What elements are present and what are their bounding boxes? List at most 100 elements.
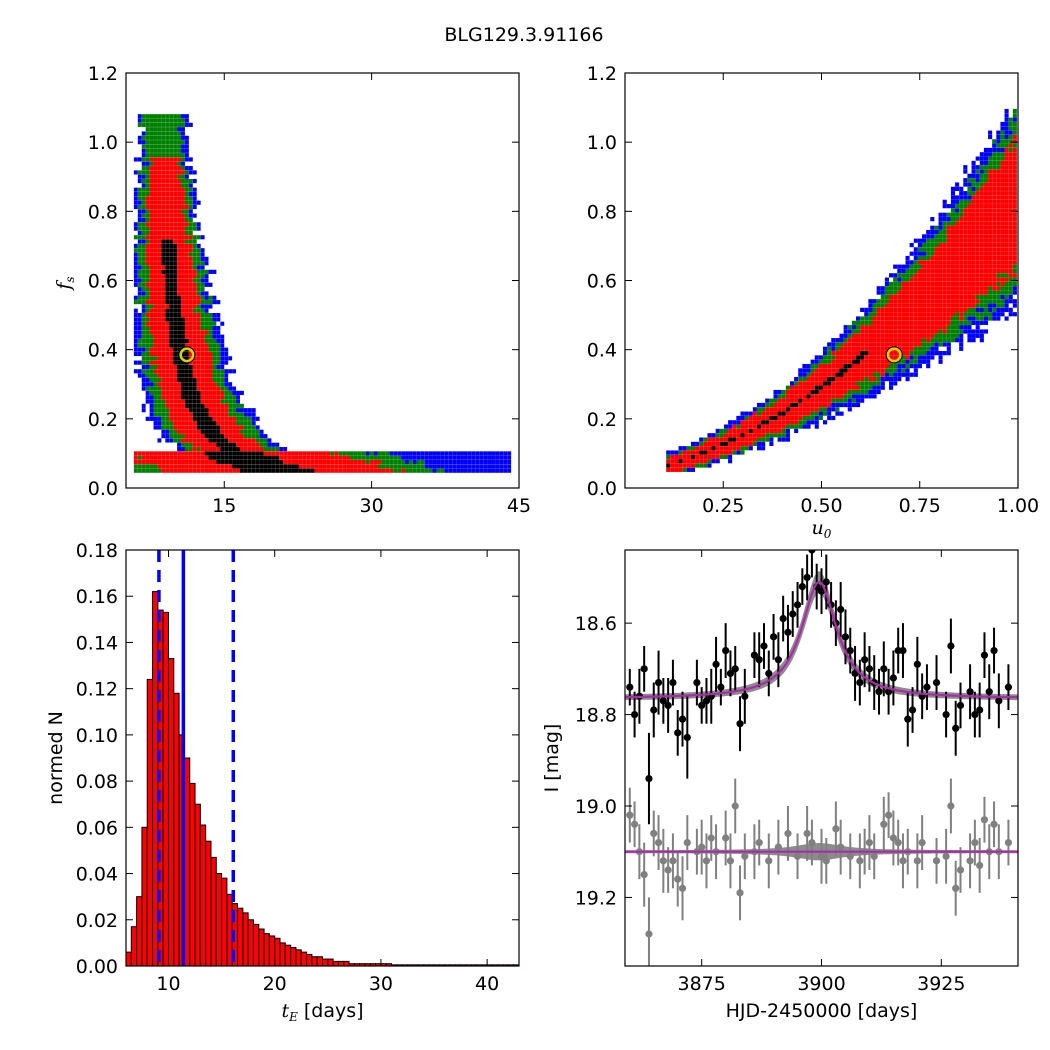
posterior-cell [133,343,138,348]
posterior-cell [169,364,174,370]
posterior-cell [930,351,935,356]
histogram-bar [279,942,286,967]
posterior-cell [169,416,174,421]
posterior-cell [1012,195,1017,200]
posterior-cell [761,441,766,447]
posterior-cell [975,204,980,209]
data-point [669,678,677,687]
posterior-cell [666,463,671,468]
posterior-cell [208,369,213,374]
posterior-cell [876,346,881,351]
posterior-cell [220,382,225,387]
posterior-cell [149,114,154,119]
posterior-cell [188,239,193,244]
posterior-cell [955,294,960,300]
posterior-cell [950,277,956,282]
posterior-cell [876,329,881,334]
posterior-cell [988,195,993,200]
posterior-cell [184,338,189,344]
posterior-cell [153,364,158,370]
posterior-cell [806,381,811,386]
posterior-cell [165,226,170,231]
posterior-cell [860,355,865,360]
posterior-cell [963,286,968,291]
posterior-cell [188,187,193,192]
posterior-cell [153,144,158,149]
posterior-cell [831,402,836,408]
posterior-cell [682,454,687,459]
posterior-cell [204,438,209,443]
posterior-cell [922,255,927,261]
posterior-cell [975,303,980,308]
posterior-cell [905,264,910,269]
posterior-cell [851,351,856,356]
posterior-cell [992,169,997,174]
posterior-cell [149,235,154,240]
posterior-cell [851,363,856,369]
posterior-cell [200,360,205,365]
posterior-cell [872,389,877,395]
posterior-cell [184,144,189,149]
posterior-cell [748,428,753,434]
posterior-cell [196,399,201,404]
posterior-cell [161,399,166,404]
posterior-cell [157,338,162,344]
posterior-cell [507,459,512,465]
histogram-bar [300,951,308,967]
residual-point [630,820,639,828]
histogram-bar [173,692,180,967]
posterior-cell [141,369,146,374]
posterior-cell [926,290,931,295]
posterior-cell [157,153,162,158]
posterior-cell [777,437,782,442]
posterior-cell [507,464,512,469]
residual-point [918,838,926,847]
posterior-cell [169,434,174,439]
posterior-cell [145,360,150,365]
posterior-cell [983,316,989,321]
posterior-cell [971,191,976,196]
posterior-cell [373,459,378,465]
posterior-cell [236,425,240,430]
posterior-cell [901,316,906,321]
posterior-cell [922,268,927,274]
histogram-bar [141,826,148,967]
posterior-cell [666,454,671,459]
posterior-cell [851,342,856,347]
posterior-cell [188,468,193,473]
posterior-cell [177,252,182,257]
posterior-cell [802,415,807,421]
posterior-cell [432,459,437,465]
posterior-cell [169,161,174,166]
posterior-cell [177,187,182,192]
posterior-cell [955,204,960,209]
posterior-cell [897,307,902,312]
posterior-cell [889,368,894,373]
posterior-cell [752,407,757,412]
posterior-cell [188,178,193,184]
posterior-cell [934,255,939,261]
posterior-cell [860,325,865,330]
posterior-cell [988,182,993,187]
posterior-cell [177,421,182,426]
posterior-cell [342,459,347,465]
posterior-cell [239,390,244,395]
posterior-cell [169,222,174,227]
posterior-cell [165,451,170,456]
posterior-cell [212,464,217,469]
posterior-cell [955,286,960,291]
posterior-cell [992,238,997,243]
posterior-cell [855,351,861,356]
posterior-cell [173,261,178,266]
posterior-cell [938,320,943,325]
posterior-cell [145,455,150,460]
posterior-cell [177,287,182,292]
posterior-cell [975,290,980,295]
x-tick-label: 3875 [678,973,726,995]
posterior-cell [153,265,158,270]
posterior-cell [145,377,150,383]
posterior-cell [831,363,836,369]
posterior-cell [917,268,922,274]
y-tick-label: 0.00 [76,956,118,978]
posterior-cell [181,459,185,465]
